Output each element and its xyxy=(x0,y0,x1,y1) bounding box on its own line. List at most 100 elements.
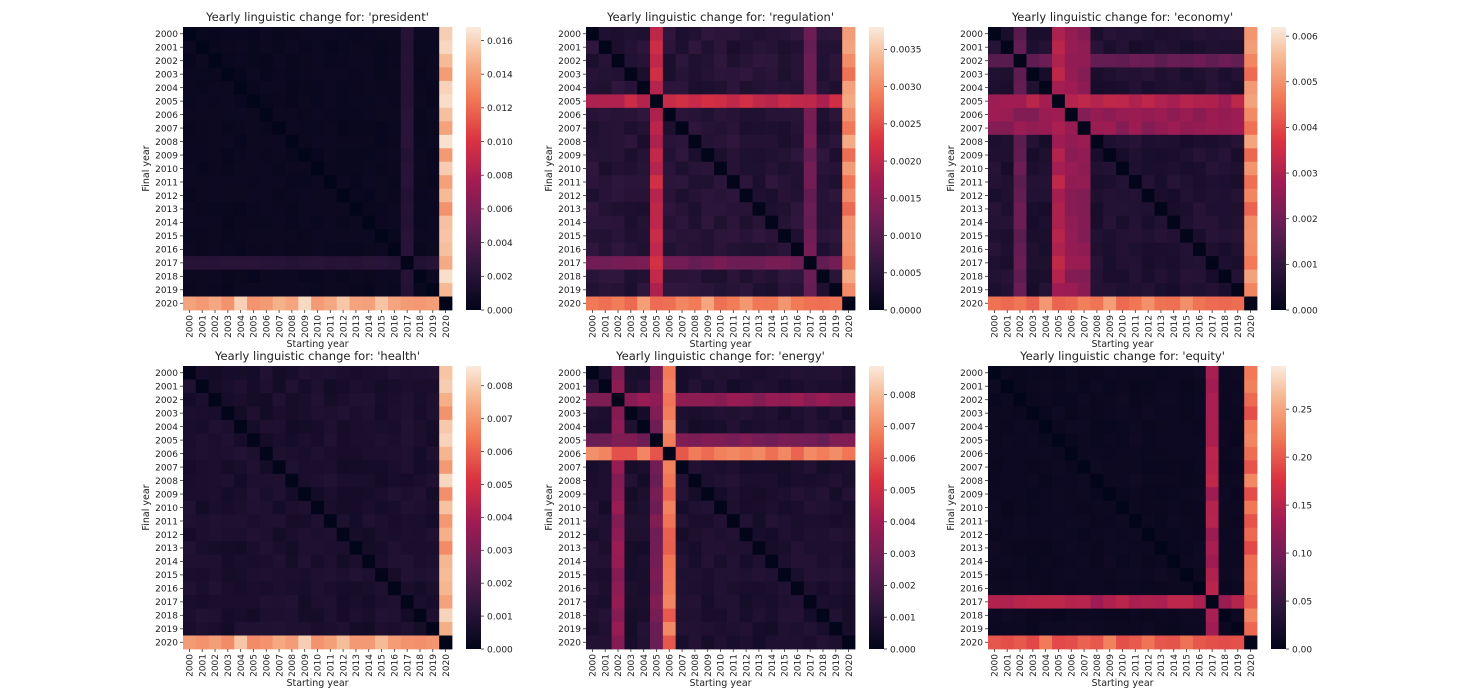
heatmap-cell xyxy=(247,134,261,149)
heatmap-cell xyxy=(803,161,817,176)
heatmap-cell xyxy=(285,283,299,297)
heatmap-cell xyxy=(336,581,350,596)
heatmap-cell xyxy=(195,635,210,650)
heatmap-cell xyxy=(247,568,261,583)
heatmap-cell xyxy=(400,487,414,502)
x-tick-label: 2015 xyxy=(781,315,791,338)
heatmap-cell xyxy=(586,256,600,270)
heatmap-cell xyxy=(208,283,222,297)
heatmap-cell xyxy=(247,175,261,190)
heatmap-cell xyxy=(183,608,197,623)
heatmap-cell xyxy=(752,242,766,257)
heatmap-cell xyxy=(662,379,677,394)
heatmap-cell xyxy=(349,446,363,461)
heatmap-cell xyxy=(988,473,1002,488)
heatmap-cell xyxy=(439,148,453,163)
heatmap-cell xyxy=(675,419,689,434)
heatmap-cell xyxy=(1180,256,1194,270)
heatmap-cell xyxy=(624,608,638,623)
heatmap-cell xyxy=(400,527,414,542)
heatmap-cell xyxy=(349,622,363,636)
y-tick-label: 2010 xyxy=(558,504,581,514)
heatmap-cell xyxy=(311,40,325,55)
heatmap-cell xyxy=(662,446,677,461)
heatmap-cell xyxy=(598,500,613,515)
heatmap-cell xyxy=(1026,188,1040,203)
heatmap-cell xyxy=(323,379,338,394)
heatmap-cell xyxy=(247,27,261,41)
heatmap-cell xyxy=(1052,635,1066,650)
heatmap-cell xyxy=(323,568,338,583)
heatmap-cell xyxy=(439,161,453,176)
heatmap-cell xyxy=(816,406,830,421)
heatmap-cell xyxy=(714,121,728,136)
heatmap-cell xyxy=(1026,419,1040,434)
heatmap-cell xyxy=(1167,53,1181,68)
heatmap-cell xyxy=(1064,80,1079,95)
heatmap-cell xyxy=(362,175,376,190)
heatmap-cell xyxy=(1090,80,1104,95)
heatmap-cell xyxy=(1192,473,1207,488)
heatmap-cell xyxy=(598,514,613,529)
y-tick-label: 2001 xyxy=(558,44,581,54)
heatmap-cell xyxy=(650,527,664,542)
heatmap-cell xyxy=(362,121,376,136)
heatmap-cell xyxy=(1231,608,1245,623)
heatmap-cell xyxy=(1064,568,1079,583)
heatmap-cell xyxy=(624,419,638,434)
heatmap-cell xyxy=(726,53,741,68)
heatmap-cell xyxy=(714,27,728,41)
heatmap-cell xyxy=(624,379,638,394)
heatmap-cell xyxy=(739,379,753,394)
y-tick-label: 2001 xyxy=(155,383,178,393)
heatmap-cell xyxy=(829,446,843,461)
heatmap-cell xyxy=(323,134,338,149)
heatmap-cell xyxy=(1180,460,1194,475)
heatmap-cell xyxy=(349,283,363,297)
heatmap-cell xyxy=(183,487,197,502)
heatmap-cell xyxy=(1128,121,1143,136)
heatmap-cell xyxy=(221,379,235,394)
colorbar-tick-label: 0.007 xyxy=(890,423,916,433)
heatmap-cell xyxy=(598,229,613,244)
heatmap-cell xyxy=(183,242,197,257)
heatmap-cell xyxy=(323,527,338,542)
heatmap-cell xyxy=(803,27,817,41)
heatmap-cell xyxy=(803,269,817,284)
heatmap-cell xyxy=(1192,215,1207,230)
heatmap-cell xyxy=(323,419,338,434)
heatmap-cell xyxy=(1013,527,1027,542)
heatmap-cell xyxy=(259,283,274,297)
heatmap-cell xyxy=(701,121,715,136)
x-tick-label: 2006 xyxy=(262,315,272,338)
heatmap-cell xyxy=(1180,175,1194,190)
heatmap-cell xyxy=(637,269,651,284)
heatmap-cell xyxy=(701,107,715,122)
heatmap-cell xyxy=(778,554,792,569)
heatmap-cell xyxy=(1244,379,1258,394)
heatmap-cell xyxy=(1167,527,1181,542)
heatmap-cell xyxy=(1077,419,1091,434)
heatmap-cell xyxy=(1064,406,1079,421)
heatmap-cell xyxy=(739,134,753,149)
heatmap-cell xyxy=(1103,107,1117,122)
heatmap-cell xyxy=(701,460,715,475)
heatmap-cell xyxy=(650,161,664,176)
heatmap-cell xyxy=(208,379,222,394)
heatmap-cell xyxy=(1116,595,1130,609)
heatmap-cell xyxy=(1000,487,1015,502)
heatmap-cell xyxy=(739,622,753,636)
heatmap-cell xyxy=(234,27,248,41)
y-tick-label: 2002 xyxy=(960,396,983,406)
heatmap-cell xyxy=(714,406,728,421)
heatmap-cell xyxy=(1039,67,1053,82)
heatmap-cell xyxy=(298,406,312,421)
heatmap-cell xyxy=(1103,608,1117,623)
x-tick-label: 2001 xyxy=(198,315,208,338)
x-tick-label: 2003 xyxy=(224,654,234,677)
heatmap-cell xyxy=(1116,148,1130,163)
colorbar-tick-label: 0.008 xyxy=(487,172,513,182)
x-tick-label: 2009 xyxy=(1106,654,1116,677)
heatmap-cell xyxy=(611,27,625,41)
heatmap-cell xyxy=(1244,67,1258,82)
